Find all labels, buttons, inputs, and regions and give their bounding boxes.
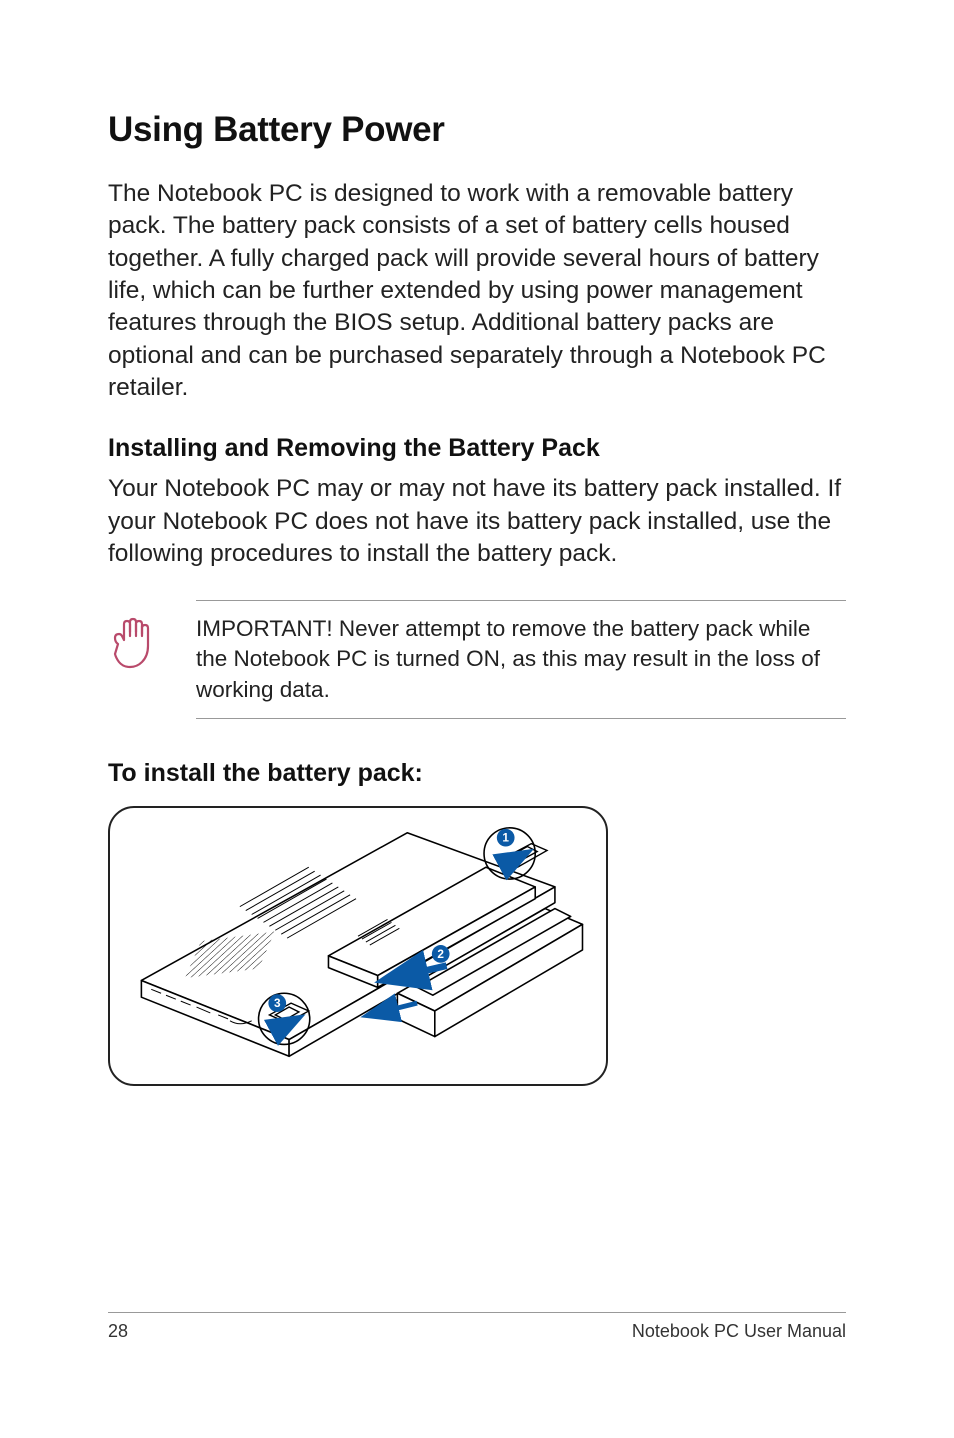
subsection-heading: Installing and Removing the Battery Pack [108, 434, 846, 463]
footer-rule [108, 1312, 846, 1313]
important-note-block: IMPORTANT! Never attempt to remove the b… [108, 600, 846, 718]
note-inner: IMPORTANT! Never attempt to remove the b… [108, 600, 846, 718]
callout-number-3: 3 [274, 996, 281, 1010]
footer-row: 28 Notebook PC User Manual [108, 1321, 846, 1342]
hand-stop-icon [108, 614, 196, 670]
body-paragraph-1: The Notebook PC is designed to work with… [108, 178, 846, 404]
page-footer: 28 Notebook PC User Manual [108, 1312, 846, 1342]
body-paragraph-2: Your Notebook PC may or may not have its… [108, 473, 846, 570]
callout-number-1: 1 [502, 830, 509, 844]
note-rule [196, 718, 846, 719]
callout-number-2: 2 [437, 947, 444, 961]
install-battery-diagram: 1 2 3 [108, 806, 608, 1086]
procedure-heading: To install the battery pack: [108, 759, 846, 788]
section-heading: Using Battery Power [108, 110, 846, 150]
page-root: Using Battery Power The Notebook PC is d… [0, 0, 954, 1438]
page-number: 28 [108, 1321, 128, 1342]
note-text: IMPORTANT! Never attempt to remove the b… [196, 614, 846, 704]
footer-title: Notebook PC User Manual [632, 1321, 846, 1342]
